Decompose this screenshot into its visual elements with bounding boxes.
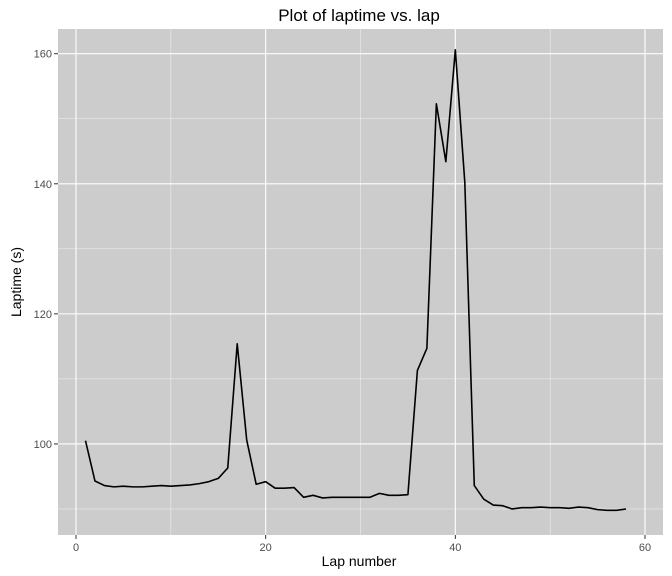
x-axis-ticks: 0 20 40 60 — [73, 535, 651, 554]
major-grid — [58, 29, 663, 535]
chart-title: Plot of laptime vs. lap — [278, 6, 440, 25]
minor-grid — [58, 29, 663, 535]
y-axis-title: Laptime (s) — [8, 247, 24, 317]
y-tick-label: 100 — [34, 439, 52, 451]
laptime-series-line — [84, 49, 627, 512]
x-tick-label: 20 — [260, 542, 272, 554]
x-tick-label: 40 — [449, 542, 461, 554]
y-tick-label: 140 — [34, 179, 52, 191]
y-tick-label: 160 — [34, 49, 52, 61]
x-axis-title: Lap number — [322, 553, 397, 569]
y-axis-ticks: 100 120 140 160 — [34, 49, 58, 451]
y-tick-label: 120 — [34, 309, 52, 321]
x-tick-label: 60 — [639, 542, 651, 554]
x-tick-label: 0 — [73, 542, 79, 554]
